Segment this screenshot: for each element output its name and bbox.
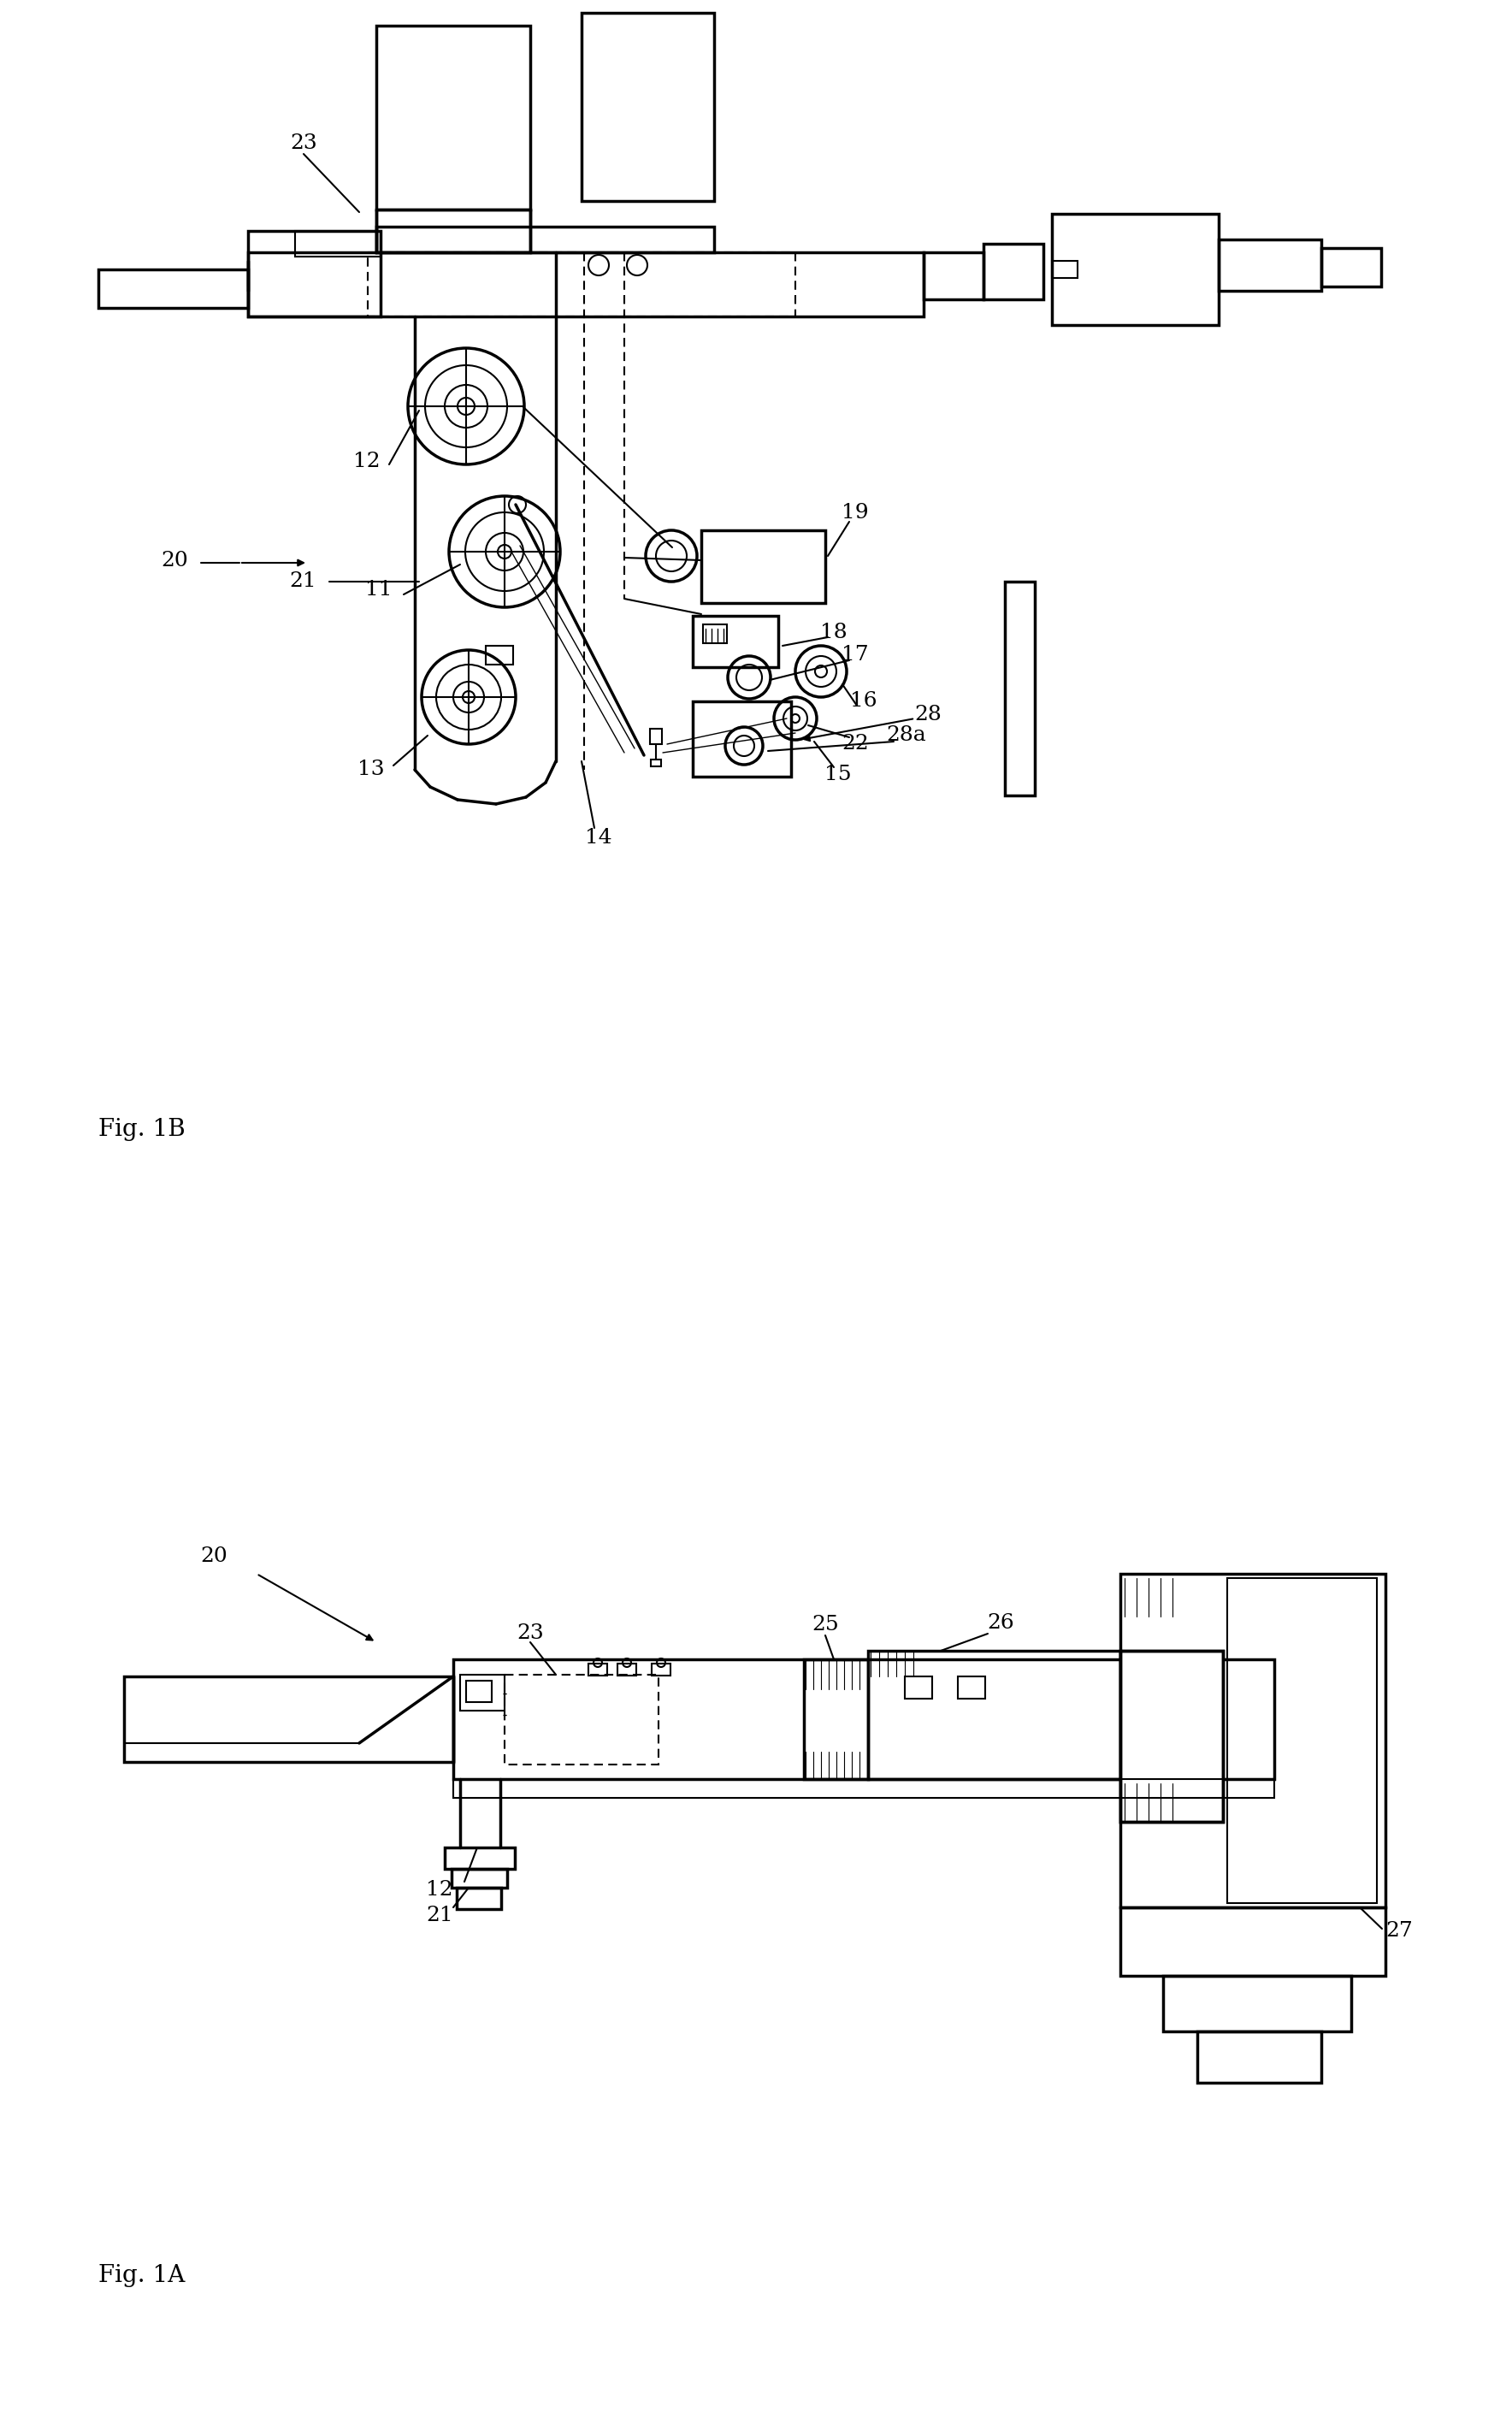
Text: 27: 27 (1385, 1922, 1412, 1942)
Text: 28: 28 (915, 704, 942, 724)
Bar (376, 27, 531, 210)
Bar (1198, 2031, 1321, 2082)
Text: 22: 22 (842, 733, 869, 755)
Bar (1052, 260, 1078, 277)
Bar (124, 1676, 454, 1761)
Text: 28a: 28a (886, 726, 927, 745)
Text: 20: 20 (160, 550, 187, 569)
Bar (248, 253, 924, 316)
Bar (617, 1664, 637, 1676)
Text: Fig. 1A: Fig. 1A (98, 2262, 184, 2287)
Text: 23: 23 (290, 133, 318, 154)
Text: 23: 23 (517, 1623, 544, 1643)
Bar (1321, 248, 1380, 287)
Bar (957, 1676, 986, 1698)
Bar (445, 1848, 514, 1869)
Bar (248, 232, 381, 316)
Bar (367, 253, 795, 316)
Bar (376, 210, 531, 253)
Bar (460, 1674, 505, 1710)
Bar (454, 1659, 1275, 1780)
Text: 26: 26 (987, 1614, 1015, 1633)
Bar (692, 702, 791, 777)
Bar (1228, 1577, 1377, 1903)
Text: 21: 21 (289, 572, 316, 591)
Text: Fig. 1B: Fig. 1B (98, 1117, 186, 1141)
Bar (1005, 581, 1034, 796)
Bar (703, 625, 727, 644)
Text: 15: 15 (824, 765, 851, 784)
Bar (652, 1664, 670, 1676)
Text: 17: 17 (842, 644, 869, 663)
Text: 21: 21 (426, 1905, 454, 1925)
Text: 13: 13 (358, 760, 386, 779)
Text: 20: 20 (200, 1546, 227, 1565)
Text: 12: 12 (426, 1881, 454, 1901)
Bar (650, 760, 661, 767)
Bar (376, 227, 714, 253)
Bar (924, 253, 983, 299)
Text: 18: 18 (821, 622, 847, 642)
Bar (692, 615, 779, 668)
Bar (1120, 1573, 1385, 1908)
Bar (904, 1676, 933, 1698)
Bar (1120, 1908, 1385, 1975)
Text: 12: 12 (354, 451, 381, 473)
Bar (702, 531, 826, 603)
Bar (983, 244, 1043, 299)
Bar (1120, 1650, 1223, 1821)
Bar (868, 1650, 1120, 1780)
Bar (650, 728, 662, 745)
Bar (295, 232, 381, 256)
Text: 25: 25 (812, 1616, 839, 1635)
Bar (466, 1681, 491, 1703)
Bar (485, 646, 513, 666)
Text: 16: 16 (850, 692, 877, 712)
Bar (1052, 215, 1219, 326)
Bar (1219, 239, 1321, 292)
Bar (804, 1659, 868, 1780)
Bar (98, 270, 248, 309)
Bar (454, 1780, 1275, 1797)
Text: 19: 19 (842, 504, 869, 523)
Bar (1120, 1650, 1223, 1821)
Bar (588, 1664, 608, 1676)
Bar (1163, 1975, 1352, 2031)
Bar (582, 12, 714, 200)
Text: 11: 11 (364, 581, 392, 601)
Bar (452, 1869, 507, 1889)
Bar (457, 1889, 500, 1908)
Text: 14: 14 (585, 827, 612, 849)
Bar (505, 1674, 659, 1766)
